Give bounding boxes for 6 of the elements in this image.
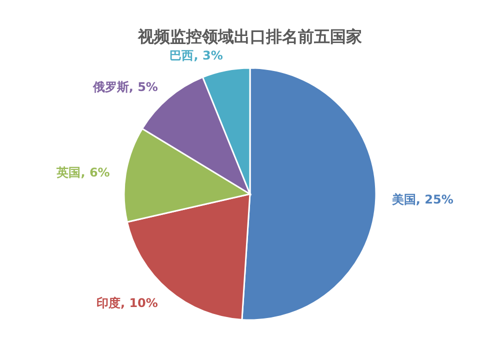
chart-title: 视频监控领域出口排名前五国家 [137,27,362,46]
slice-label: 英国, 6% [56,165,110,180]
slice-label: 美国, 25% [390,192,454,207]
slice-label: 巴西, 3% [170,48,223,63]
slice-label: 印度, 10% [96,296,158,310]
slice-label: 俄罗斯, 5% [92,80,158,94]
